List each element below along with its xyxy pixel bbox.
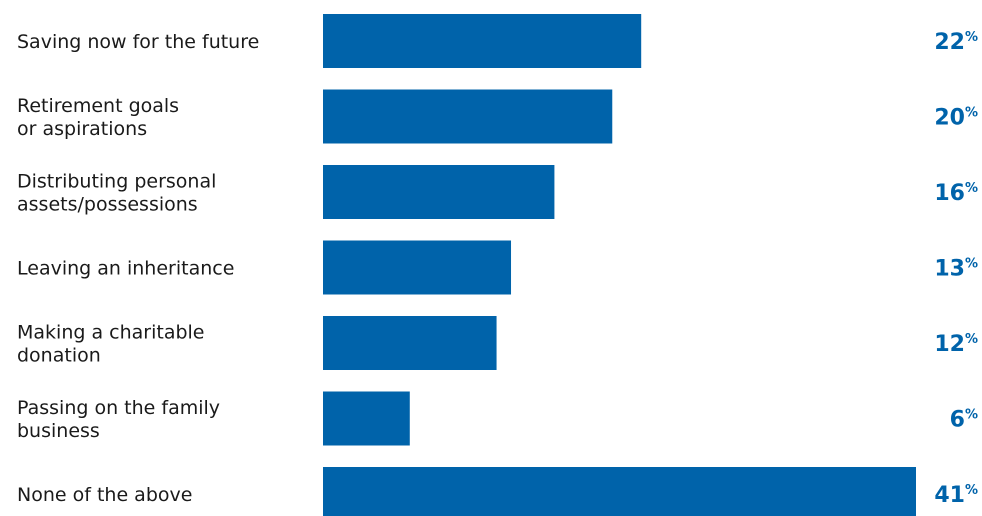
category-label-6: None of the above	[17, 484, 192, 506]
bar-2	[323, 165, 555, 219]
category-label-line: business	[17, 420, 100, 442]
value-percent-sign: %	[965, 30, 978, 45]
value-percent-sign: %	[965, 181, 978, 196]
value-percent-sign: %	[965, 408, 978, 423]
bar-4	[323, 316, 497, 370]
category-label-line: Saving now for the future	[17, 31, 259, 53]
category-label-line: None of the above	[17, 484, 192, 506]
value-percent-sign: %	[965, 483, 978, 498]
value-number: 6	[950, 408, 965, 433]
value-number: 41	[934, 483, 965, 508]
value-percent-sign: %	[965, 106, 978, 121]
category-label-line: donation	[17, 345, 101, 367]
value-label-1: 20%	[934, 106, 978, 131]
category-label-line: or aspirations	[17, 118, 147, 140]
category-label-line: Making a charitable	[17, 322, 205, 344]
category-label-line: Leaving an inheritance	[17, 258, 234, 280]
category-label-0: Saving now for the future	[17, 31, 259, 53]
category-label-2: Distributing personal assets/possessions	[17, 171, 216, 216]
value-label-0: 22%	[934, 30, 978, 55]
value-number: 12	[934, 332, 965, 357]
bar-5	[323, 391, 410, 446]
value-label-4: 12%	[934, 332, 978, 357]
value-percent-sign: %	[965, 257, 978, 272]
value-number: 22	[934, 30, 965, 55]
category-label-line: Distributing personal	[17, 171, 216, 193]
category-label-line: Passing on the family	[17, 397, 220, 419]
bar-3	[323, 240, 512, 295]
category-label-line: assets/possessions	[17, 194, 198, 216]
category-label-4: Making a charitable donation	[17, 322, 205, 367]
value-number: 13	[934, 257, 965, 282]
category-label-line: Retirement goals	[17, 95, 179, 117]
bar-0	[323, 14, 642, 68]
value-percent-sign: %	[965, 332, 978, 347]
bar-1	[323, 89, 613, 144]
value-number: 20	[934, 106, 965, 131]
value-number: 16	[934, 181, 965, 206]
category-label-3: Leaving an inheritance	[17, 258, 234, 280]
category-label-1: Retirement goals or aspirations	[17, 95, 179, 140]
value-label-5: 6%	[950, 408, 978, 433]
value-label-6: 41%	[934, 483, 978, 508]
category-label-5: Passing on the family business	[17, 397, 220, 442]
value-label-3: 13%	[934, 257, 978, 282]
bar-6	[323, 467, 916, 516]
value-label-2: 16%	[934, 181, 978, 206]
